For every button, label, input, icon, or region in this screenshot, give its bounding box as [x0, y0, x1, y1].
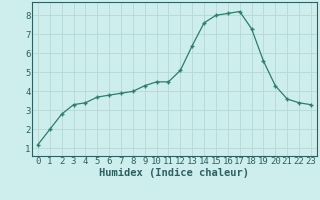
- X-axis label: Humidex (Indice chaleur): Humidex (Indice chaleur): [100, 168, 249, 178]
